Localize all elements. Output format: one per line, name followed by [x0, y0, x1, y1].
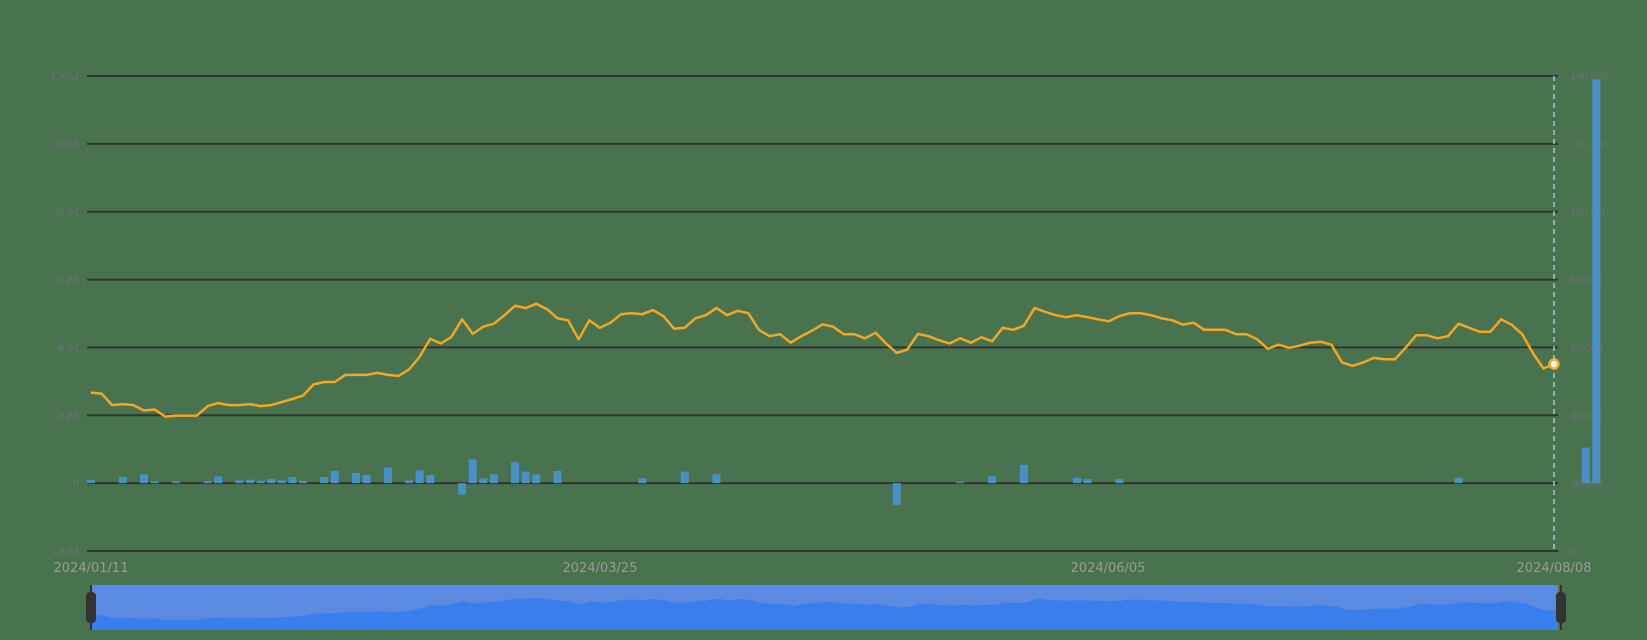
datazoom-start-handle[interactable]	[86, 585, 96, 630]
bar[interactable]	[426, 475, 435, 484]
bar[interactable]	[330, 470, 339, 484]
bar[interactable]	[511, 462, 520, 484]
left-y-tick-label: 80M	[56, 205, 79, 219]
bar[interactable]	[150, 481, 159, 484]
bar[interactable]	[256, 480, 265, 484]
bar[interactable]	[1581, 447, 1590, 484]
bar[interactable]	[171, 481, 180, 484]
bar[interactable]	[415, 470, 424, 484]
bar[interactable]	[553, 470, 562, 484]
right-y-axis: 020,00040,00060,00080,000100,000120,0001…	[1570, 69, 1609, 558]
left-y-axis: -20M 0 20M 40M 60M 80M 100M 120M	[50, 69, 79, 558]
bar[interactable]	[479, 478, 488, 484]
bar-series[interactable]	[87, 79, 1601, 505]
left-y-tick-label: 0	[73, 476, 79, 490]
left-y-tick-label: 100M	[50, 137, 79, 151]
line-series[interactable]	[90, 302, 1560, 418]
bar[interactable]	[1072, 477, 1081, 484]
right-y-tick-label: 100,000	[1570, 205, 1609, 219]
left-y-tick-label: 40M	[56, 340, 79, 354]
bar[interactable]	[458, 483, 467, 495]
left-y-tick-label: 20M	[56, 408, 79, 422]
bar[interactable]	[267, 479, 276, 484]
bar[interactable]	[956, 481, 965, 484]
bar[interactable]	[892, 483, 901, 505]
x-tick-label: 2024/08/08	[1517, 561, 1592, 576]
bar[interactable]	[1115, 479, 1124, 484]
right-y-tick-label: 0	[1570, 544, 1576, 558]
bar[interactable]	[246, 479, 255, 484]
x-axis: 2024/01/11 2024/03/25 2024/06/05 2024/08…	[54, 561, 1592, 576]
bar[interactable]	[352, 472, 361, 484]
bar[interactable]	[299, 481, 308, 484]
bar[interactable]	[712, 474, 721, 484]
bar[interactable]	[1019, 464, 1028, 484]
bar[interactable]	[1083, 479, 1092, 484]
bar[interactable]	[468, 459, 477, 484]
bar[interactable]	[680, 471, 689, 484]
line-path[interactable]	[90, 302, 1555, 418]
left-y-tick-label: -20M	[52, 544, 79, 558]
bar[interactable]	[140, 474, 149, 484]
bar[interactable]	[214, 476, 223, 484]
bar[interactable]	[87, 479, 95, 484]
datazoom-slider[interactable]	[86, 585, 1566, 630]
bar[interactable]	[362, 475, 371, 484]
bar[interactable]	[532, 474, 541, 484]
bar[interactable]	[489, 474, 498, 484]
bar[interactable]	[288, 477, 297, 484]
bar[interactable]	[383, 467, 392, 484]
bar[interactable]	[235, 480, 244, 484]
bar[interactable]	[521, 471, 530, 484]
bar[interactable]	[1454, 477, 1463, 484]
bar[interactable]	[320, 477, 329, 484]
right-y-tick-label: 140,000	[1570, 69, 1609, 83]
bar[interactable]	[118, 477, 127, 484]
bar[interactable]	[988, 476, 997, 484]
grid-lines	[87, 75, 1558, 552]
x-tick-label: 2024/01/11	[54, 561, 129, 576]
left-y-tick-label: 60M	[56, 273, 79, 287]
bar[interactable]	[405, 480, 414, 484]
right-y-tick-label: 120,000	[1570, 137, 1609, 151]
datazoom-end-handle[interactable]	[1556, 585, 1566, 630]
x-tick-label: 2024/06/05	[1071, 561, 1146, 576]
bar[interactable]	[277, 480, 286, 484]
x-tick-label: 2024/03/25	[563, 561, 638, 576]
bar[interactable]	[638, 478, 647, 484]
datazoom-preview-area	[91, 598, 1558, 630]
bar[interactable]	[1592, 79, 1601, 484]
left-y-tick-label: 120M	[50, 69, 79, 83]
bar[interactable]	[203, 481, 212, 484]
